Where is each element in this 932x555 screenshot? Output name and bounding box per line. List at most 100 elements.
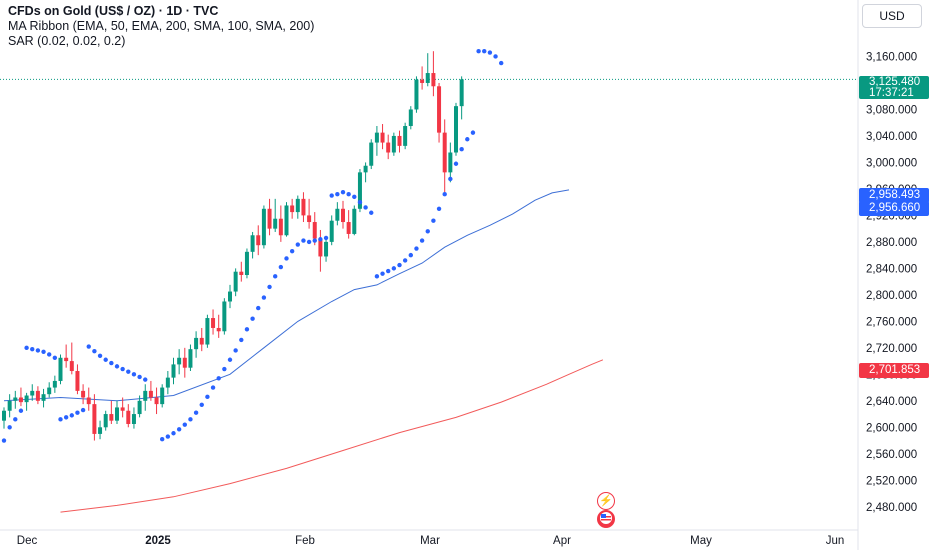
candle-body (278, 218, 283, 236)
candle-body (69, 361, 74, 372)
candle-body (131, 414, 136, 424)
y-tick-label: 2,480.000 (866, 502, 917, 514)
sar-dot (80, 407, 86, 413)
sar-dot (137, 374, 142, 380)
sar-dot (126, 369, 131, 374)
candle-body (75, 371, 80, 391)
candle-body (98, 427, 103, 434)
candle-body (165, 377, 170, 388)
candle-body (324, 241, 329, 257)
sar-dot (69, 413, 75, 418)
last-price-tag: 3,125.480 17:37:21 (859, 76, 929, 99)
sar-dot (143, 377, 148, 382)
x-tick-label: Dec (17, 535, 38, 547)
sar-indicator[interactable]: SAR (0.02, 0.02, 0.2) (8, 34, 126, 48)
sar-dot (52, 355, 58, 360)
us-flag-icon[interactable] (597, 510, 615, 528)
sar-dot (397, 262, 402, 268)
sar-dot (227, 357, 233, 362)
candle-body (420, 79, 425, 83)
candle-body (13, 397, 18, 401)
y-tick-label: 3,040.000 (866, 131, 917, 143)
sar-dot (86, 344, 91, 349)
candle-body (205, 318, 210, 345)
candle-body (408, 109, 413, 127)
sar-dot (63, 415, 69, 420)
candle-body (261, 208, 266, 246)
candle-body (267, 208, 272, 229)
lightning-icon[interactable]: ⚡ (597, 492, 615, 510)
candle-body (329, 220, 334, 242)
candle-body (81, 390, 86, 398)
y-tick-label: 2,640.000 (866, 396, 917, 408)
candle-body (137, 400, 142, 415)
candle-body (109, 414, 114, 421)
sar-dot (35, 348, 41, 353)
sar-dot (58, 417, 63, 422)
candle-body (92, 404, 97, 434)
y-tick-label: 2,560.000 (866, 449, 917, 461)
symbol-title[interactable]: CFDs on Gold (US$ / OZ) · 1D · TVC (8, 4, 219, 18)
sar-dot (233, 348, 238, 353)
sar-dot (176, 427, 182, 432)
sar-dot (244, 327, 250, 332)
x-tick-label: 2025 (145, 535, 171, 547)
x-tick-label: Mar (420, 535, 440, 547)
candle-body (442, 132, 447, 173)
sar-dot (160, 437, 165, 442)
candle-body (301, 198, 306, 216)
sar-dot (256, 305, 261, 311)
y-tick-label: 3,080.000 (866, 104, 917, 116)
candle-body (18, 397, 23, 403)
y-tick-label: 2,520.000 (866, 475, 917, 487)
candle-body (250, 235, 255, 252)
candle-body (41, 394, 46, 401)
sar-dot (239, 337, 244, 343)
y-tick-label: 2,720.000 (866, 343, 917, 355)
ma-ribbon-indicator[interactable]: MA Ribbon (EMA, 50, EMA, 200, SMA, 100, … (8, 19, 315, 33)
y-tick-label: 2,880.000 (866, 237, 917, 249)
sar-dot (374, 274, 380, 279)
x-tick-label: Feb (295, 535, 315, 547)
candle-body (357, 172, 362, 209)
sar-dot (103, 357, 108, 362)
candle-body (391, 135, 396, 153)
sar-dot (24, 345, 29, 351)
candle-body (160, 387, 165, 405)
sar-dot (487, 50, 493, 55)
sar-dot (414, 246, 419, 251)
sar-dot (380, 271, 385, 276)
sar-dot (1, 438, 7, 443)
sar-dot (369, 210, 374, 215)
sar-dot (459, 146, 464, 152)
sar-dot (75, 410, 80, 415)
candle-body (403, 126, 408, 146)
sar-dot (442, 192, 447, 197)
sar-dot (431, 218, 436, 223)
candle-body (425, 73, 430, 83)
sar-dot (425, 229, 430, 234)
candle-body (380, 132, 385, 143)
candle-body (295, 198, 300, 213)
sar-dot (165, 434, 171, 439)
sar-dot (250, 316, 255, 321)
candle-body (352, 208, 357, 234)
chart-legend: CFDs on Gold (US$ / OZ) · 1D · TVC MA Ri… (8, 4, 314, 49)
candle-body (222, 301, 227, 332)
candle-body (115, 407, 119, 421)
sar-dot (363, 205, 368, 210)
sar-dot (205, 394, 210, 400)
candle-body (346, 222, 351, 234)
candle-body (194, 337, 199, 350)
sar-dot (171, 431, 176, 436)
x-tick-label: Jun (826, 535, 845, 547)
candle-body (290, 205, 295, 213)
y-tick-label: 2,800.000 (866, 290, 917, 302)
sar-dot (453, 161, 459, 166)
sar-dot (357, 199, 363, 205)
candle-body (312, 222, 317, 239)
currency-button[interactable]: USD (862, 4, 922, 28)
sar-dot (391, 266, 397, 271)
